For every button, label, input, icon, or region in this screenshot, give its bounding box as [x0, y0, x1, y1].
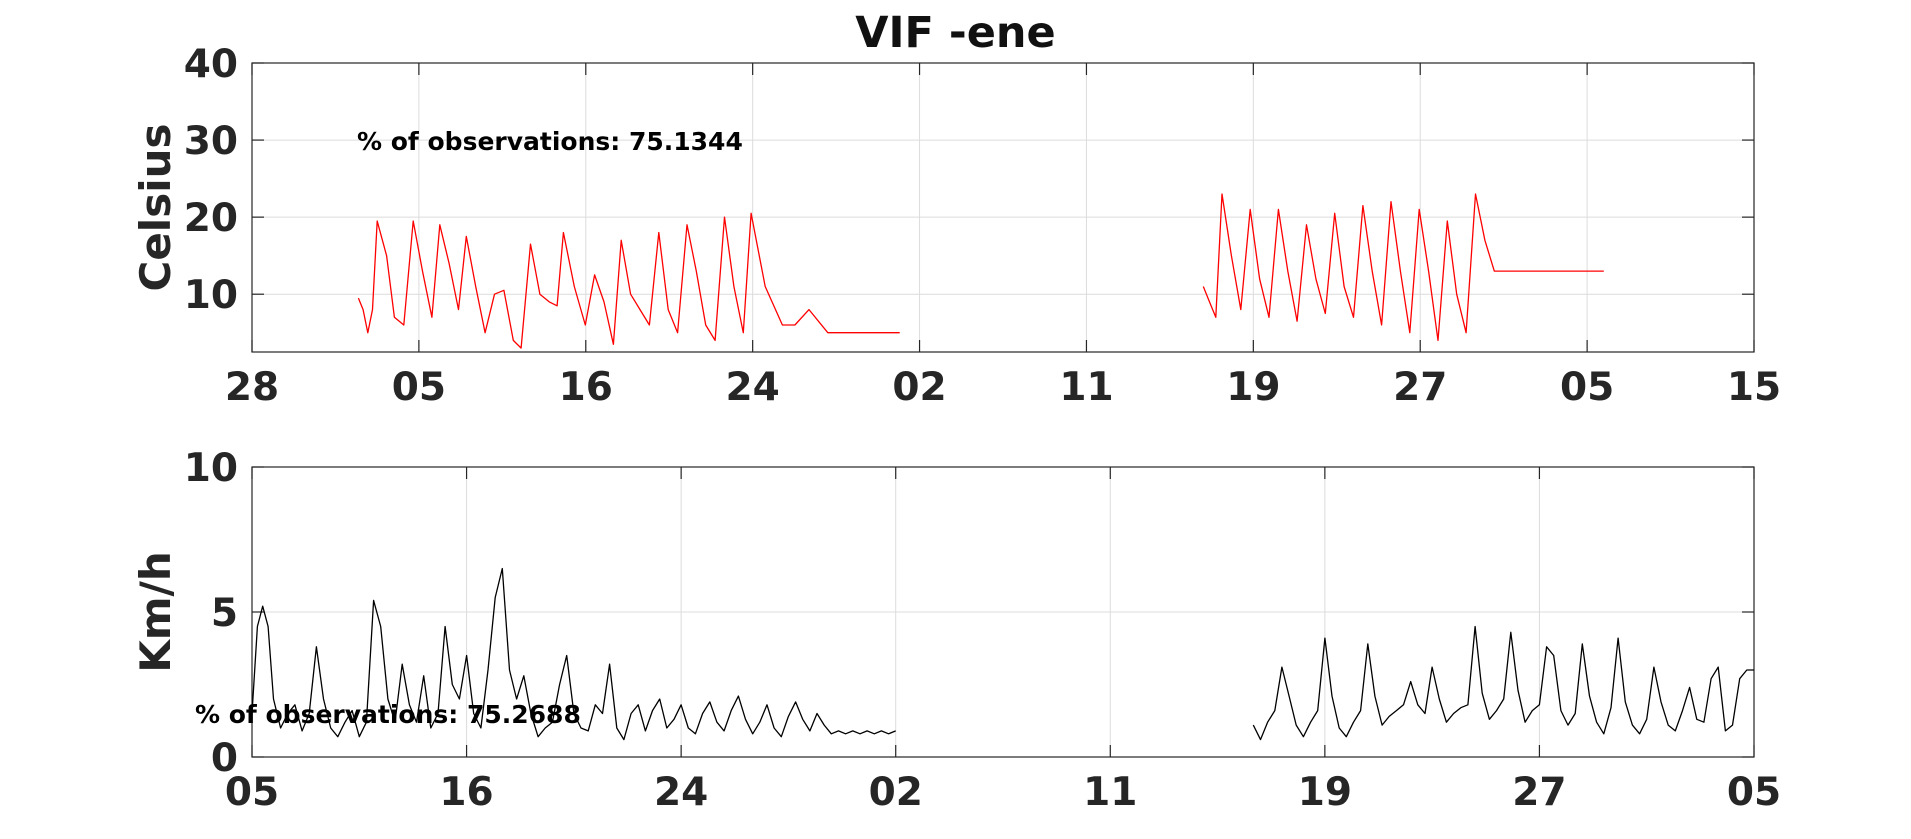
observations-annotation: % of observations: 75.1344	[357, 127, 743, 156]
x-tick-label: 19	[1226, 365, 1280, 410]
x-tick-label: 05	[1727, 770, 1781, 815]
plot-frame	[251, 62, 1755, 353]
y-tick-label: 40	[184, 42, 238, 87]
series-line-2	[1202, 193, 1604, 342]
x-tick-label: 11	[1059, 365, 1113, 410]
y-tick-label: 5	[211, 591, 238, 636]
x-tick-label: 19	[1298, 770, 1352, 815]
series-line-2	[1252, 625, 1754, 741]
x-tick-label: 15	[1727, 365, 1781, 410]
x-tick-label: 24	[726, 365, 780, 410]
y-axis-label: Celsius	[131, 124, 180, 292]
observations-annotation: % of observations: 75.2688	[195, 700, 581, 729]
y-tick-label: 20	[184, 196, 238, 241]
series-line-1	[251, 567, 896, 741]
x-tick-label: 11	[1083, 770, 1137, 815]
x-tick-label: 02	[869, 770, 923, 815]
x-tick-label: 16	[559, 365, 613, 410]
series-line-1	[357, 212, 900, 349]
x-tick-label: 05	[1560, 365, 1614, 410]
chart-title: VIF -ene	[855, 8, 1056, 58]
y-tick-label: 10	[184, 446, 238, 491]
y-tick-label: 10	[184, 273, 238, 318]
x-tick-label: 27	[1512, 770, 1566, 815]
x-tick-label: 05	[225, 770, 279, 815]
y-tick-label: 0	[211, 736, 238, 781]
x-tick-label: 28	[225, 365, 279, 410]
y-axis-label: Km/h	[131, 551, 180, 673]
x-tick-label: 05	[392, 365, 446, 410]
x-tick-label: 02	[892, 365, 946, 410]
y-tick-label: 30	[184, 119, 238, 164]
x-tick-label: 27	[1393, 365, 1447, 410]
x-tick-label: 24	[654, 770, 708, 815]
x-tick-label: 16	[439, 770, 493, 815]
